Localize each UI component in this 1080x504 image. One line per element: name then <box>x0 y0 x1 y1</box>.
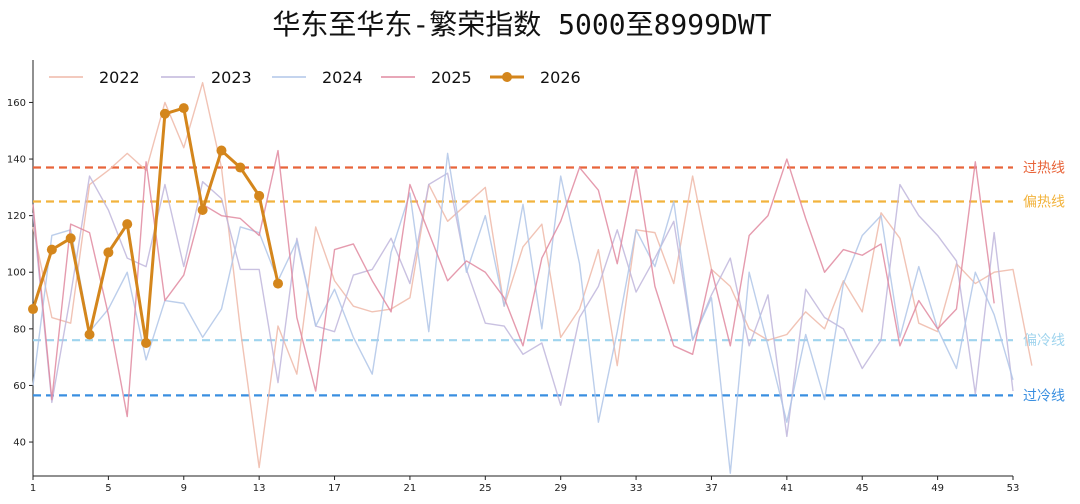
reference-line-label: 偏热线 <box>1023 194 1065 210</box>
plot-area: 40 60 80 100 120 140 160 1 5 9 13 17 21 25 29 33 37 41 45 4… <box>7 60 1065 494</box>
x-tick-label: 13 <box>253 483 266 494</box>
data-point-2026 <box>46 244 57 255</box>
series-line-2022 <box>32 81 1033 469</box>
x-tick-label: 53 <box>1007 483 1020 494</box>
legend-label: 2023 <box>211 68 252 87</box>
data-point-2026 <box>141 337 152 348</box>
series-line-2026 <box>31 106 280 345</box>
data-point-2026 <box>273 278 283 289</box>
x-tick-label: 45 <box>856 483 869 494</box>
chart-title: 华东至华东-繁荣指数 5000至8999DWT <box>272 8 771 41</box>
x-tick-label: 9 <box>181 483 187 494</box>
y-tick-label: 140 <box>7 155 26 166</box>
x-tick-label: 21 <box>404 483 417 494</box>
legend-marker <box>502 72 512 82</box>
x-tick-label: 25 <box>479 483 492 494</box>
series-line-2023 <box>32 172 1014 438</box>
data-point-2026 <box>178 103 189 114</box>
series-line-2024 <box>32 152 1014 474</box>
data-point-2026 <box>65 233 76 244</box>
legend-label: 2024 <box>322 68 363 87</box>
data-point-2026 <box>122 219 133 230</box>
data-point-2026 <box>103 247 114 258</box>
y-tick-label: 80 <box>13 324 26 335</box>
data-point-2026 <box>197 204 208 215</box>
data-point-2026 <box>84 329 95 340</box>
x-tick-label: 29 <box>554 483 567 494</box>
y-tick-label: 40 <box>13 438 26 449</box>
data-point-2026 <box>159 108 170 119</box>
reference-line-label: 偏冷线 <box>1023 333 1065 349</box>
x-tick-label: 17 <box>328 483 341 494</box>
legend-label: 2026 <box>540 68 581 87</box>
x-tick-label: 5 <box>105 483 111 494</box>
y-tick-label: 100 <box>7 268 26 279</box>
x-tick-label: 1 <box>30 483 36 494</box>
data-point-2026 <box>254 190 265 201</box>
reference-line-label: 过冷线 <box>1023 388 1065 404</box>
data-point-2026 <box>28 304 38 315</box>
x-tick-label: 33 <box>630 483 643 494</box>
reference-line-label: 过热线 <box>1023 161 1065 177</box>
x-tick-label: 41 <box>780 483 793 494</box>
legend-label: 2025 <box>431 68 472 87</box>
y-tick-label: 160 <box>7 98 26 109</box>
y-tick-label: 120 <box>7 211 26 222</box>
series-line-2025 <box>32 149 995 418</box>
x-tick-label: 49 <box>931 483 944 494</box>
legend-label: 2022 <box>99 68 140 87</box>
y-tick-label: 60 <box>13 381 26 392</box>
x-tick-label: 37 <box>705 483 718 494</box>
data-point-2026 <box>235 162 246 173</box>
data-point-2026 <box>216 145 227 156</box>
